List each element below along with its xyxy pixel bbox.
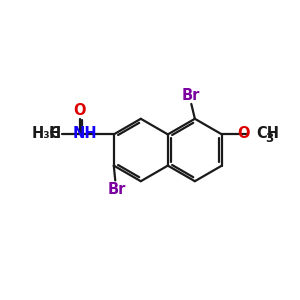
Text: NH: NH <box>73 126 98 141</box>
Text: O: O <box>237 126 250 141</box>
Text: O: O <box>73 103 86 118</box>
Text: H: H <box>48 126 61 141</box>
Text: CH: CH <box>256 126 279 141</box>
Text: H₃C: H₃C <box>32 126 61 141</box>
Text: Br: Br <box>182 88 200 103</box>
Text: Br: Br <box>108 182 126 197</box>
Text: 3: 3 <box>265 132 273 145</box>
